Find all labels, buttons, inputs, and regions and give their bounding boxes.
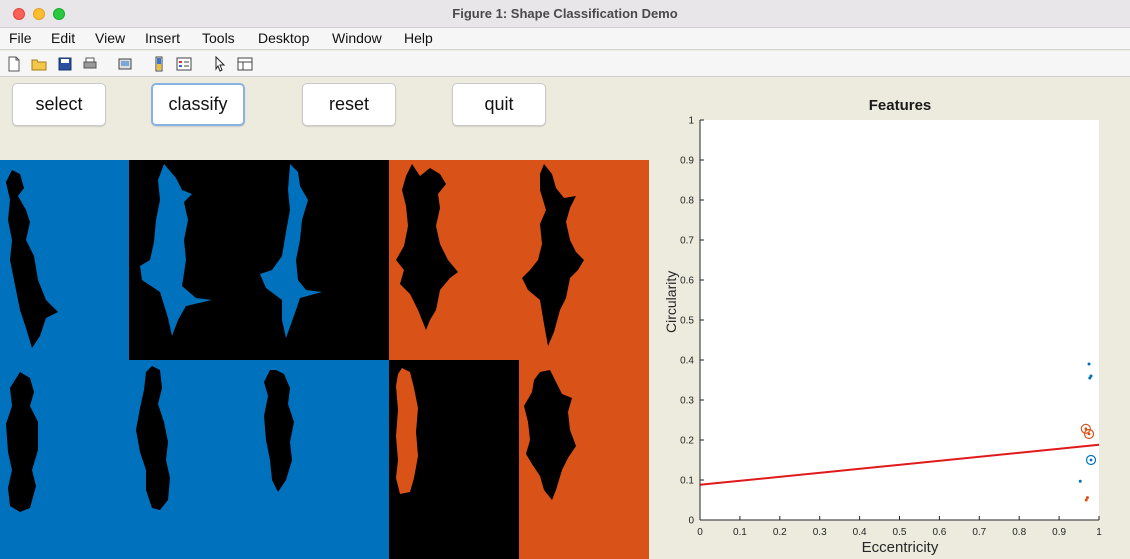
menu-view[interactable]: View xyxy=(95,30,126,46)
export-icon[interactable] xyxy=(117,56,133,72)
scatter-point xyxy=(1089,458,1093,462)
x-tick-label: 0.5 xyxy=(893,527,907,538)
y-tick-label: 0.6 xyxy=(680,276,694,287)
save-icon[interactable] xyxy=(57,56,73,72)
print-icon[interactable] xyxy=(82,56,98,72)
y-tick-label: 0.4 xyxy=(680,356,694,367)
x-tick-label: 0.4 xyxy=(853,527,867,538)
x-tick-label: 1 xyxy=(1096,527,1102,538)
x-tick-label: 0.3 xyxy=(813,527,827,538)
chart-title: Features xyxy=(868,97,932,114)
fish-shape-r2c5 xyxy=(524,370,576,500)
x-tick-label: 0 xyxy=(697,527,703,538)
y-tick-label: 0.5 xyxy=(680,316,694,327)
y-tick-label: 0.9 xyxy=(680,156,694,167)
scatter-point-circle xyxy=(1080,423,1091,434)
x-axis-label: Eccentricity xyxy=(861,539,939,556)
menu-bar: File Edit View Insert Tools Desktop Wind… xyxy=(0,28,1130,50)
menu-window[interactable]: Window xyxy=(332,30,382,46)
y-tick-label: 0.3 xyxy=(680,396,694,407)
menu-insert[interactable]: Insert xyxy=(145,30,181,46)
x-tick-label: 0.2 xyxy=(773,527,787,538)
fish-shape-r2c1 xyxy=(6,372,38,512)
y-tick-label: 0.1 xyxy=(680,476,694,487)
figure-toolbar xyxy=(0,51,1130,77)
scatter-point xyxy=(1087,362,1091,366)
scatter-point-circle xyxy=(1085,454,1097,466)
scatter-point xyxy=(1088,376,1092,380)
fish-shape-r1c2 xyxy=(140,164,212,336)
fish-shape-r2c4 xyxy=(396,368,418,494)
fish-shape-r1c3 xyxy=(260,164,322,338)
y-tick-label: 1 xyxy=(688,116,694,127)
fish-shape-r2c3 xyxy=(264,370,294,492)
property-inspector-icon[interactable] xyxy=(237,56,253,72)
close-window-button[interactable] xyxy=(13,8,25,20)
new-file-icon[interactable] xyxy=(6,56,22,72)
fish-shape-r1c5 xyxy=(522,164,584,346)
axes-area xyxy=(700,120,1099,520)
quit-button[interactable]: quit xyxy=(452,83,546,126)
y-axis-label: Circularity xyxy=(663,270,679,333)
segmented-images-montage xyxy=(0,160,649,559)
fish-shape-r1c4 xyxy=(396,164,458,330)
classify-button[interactable]: classify xyxy=(151,83,245,126)
x-tick-label: 0.9 xyxy=(1052,527,1066,538)
menu-desktop[interactable]: Desktop xyxy=(258,30,310,46)
x-tick-label: 0.6 xyxy=(932,527,946,538)
title-bar: Figure 1: Shape Classification Demo xyxy=(0,0,1130,28)
y-tick-label: 0 xyxy=(688,516,694,527)
pointer-icon[interactable] xyxy=(212,56,228,72)
x-tick-label: 0.8 xyxy=(1012,527,1026,538)
select-button[interactable]: select xyxy=(12,83,106,126)
y-tick-label: 0.8 xyxy=(680,196,694,207)
minimize-window-button[interactable] xyxy=(33,8,45,20)
window-title: Figure 1: Shape Classification Demo xyxy=(452,6,678,21)
scatter-point-circle xyxy=(1083,428,1095,440)
y-tick-label: 0.7 xyxy=(680,236,694,247)
colorbar-icon[interactable] xyxy=(151,56,167,72)
menu-file[interactable]: File xyxy=(9,30,32,46)
scatter-point xyxy=(1078,479,1082,483)
decision-boundary-line xyxy=(699,443,1100,486)
scatter-point xyxy=(1087,432,1091,436)
maximize-window-button[interactable] xyxy=(53,8,65,20)
scatter-point xyxy=(1085,496,1089,500)
y-tick-label: 0.2 xyxy=(680,436,694,447)
scatter-point xyxy=(1084,498,1088,502)
legend-icon[interactable] xyxy=(176,56,192,72)
open-folder-icon[interactable] xyxy=(31,56,47,72)
x-tick-label: 0.1 xyxy=(733,527,747,538)
scatter-point xyxy=(1084,427,1088,431)
fish-shape-r1c1 xyxy=(6,170,58,348)
x-tick-label: 0.7 xyxy=(972,527,986,538)
image-tile-r1c3 xyxy=(259,160,389,360)
reset-button[interactable]: reset xyxy=(302,83,396,126)
menu-tools[interactable]: Tools xyxy=(202,30,235,46)
fish-shape-r2c2 xyxy=(136,366,170,510)
menu-edit[interactable]: Edit xyxy=(51,30,76,46)
scatter-point xyxy=(1089,374,1093,378)
menu-help[interactable]: Help xyxy=(404,30,433,46)
image-tile-r1c2 xyxy=(129,160,259,360)
